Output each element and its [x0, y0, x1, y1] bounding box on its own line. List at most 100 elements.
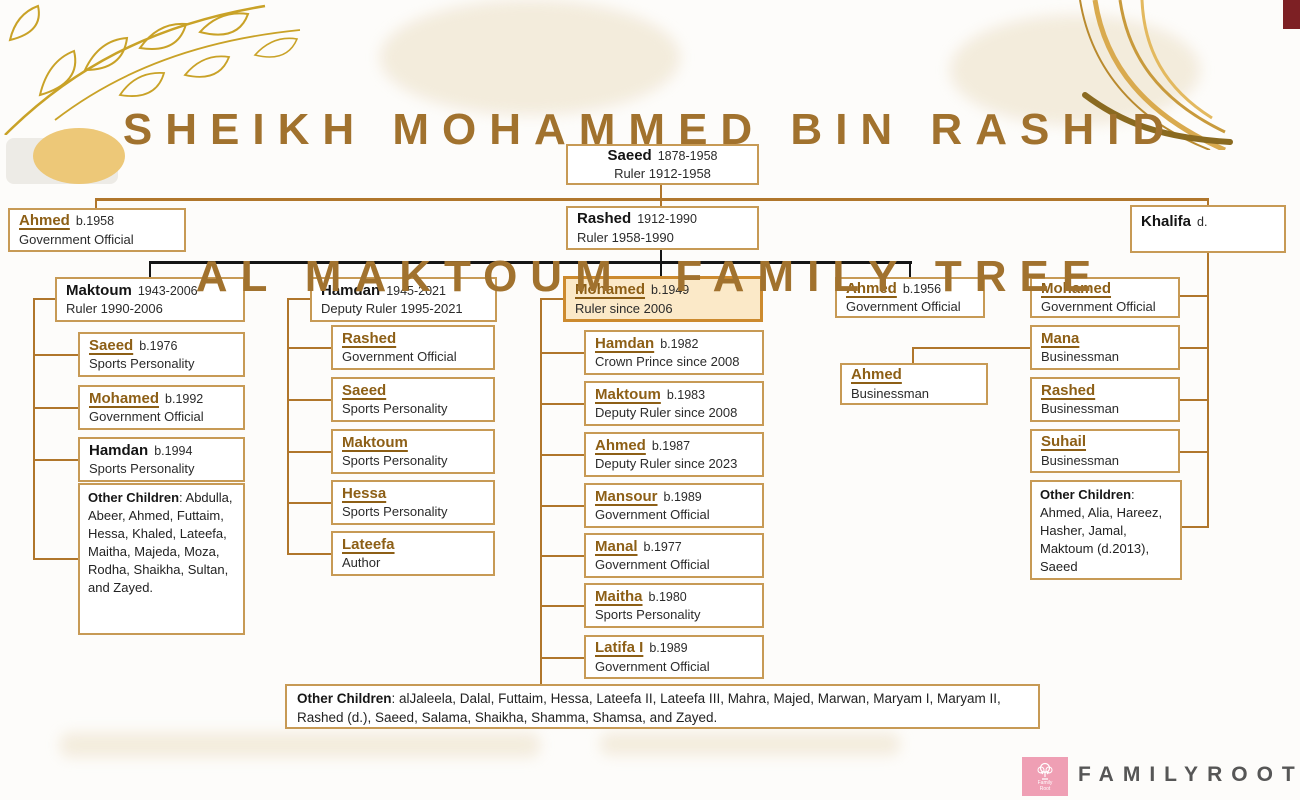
person-role: Government Official — [595, 658, 710, 674]
person-name: Mohamed — [575, 281, 646, 299]
person-name: Hamdan — [89, 441, 149, 459]
background-patch — [950, 15, 1200, 125]
person-dates: d. — [1197, 215, 1208, 229]
person-role: Sports Personality — [89, 461, 195, 477]
person-dates: 1945-2021 — [386, 283, 446, 298]
other-children-list: : Abdulla, Abeer, Ahmed, Futtaim, Hessa,… — [88, 490, 233, 595]
person-name: Saeed — [342, 381, 387, 399]
connector — [660, 261, 662, 278]
person-dates: b.1976 — [139, 338, 178, 353]
connector — [540, 605, 584, 607]
other-children-label: Other Children — [88, 490, 180, 505]
connector — [33, 407, 78, 409]
person-role: Sports Personality — [342, 401, 448, 417]
connector — [149, 261, 151, 278]
person-role: Sports Personality — [595, 607, 701, 623]
background-patch — [60, 733, 540, 757]
person-name: Mansour — [595, 487, 658, 505]
person-dates: b.1977 — [643, 539, 682, 554]
person-name: Ahmed — [851, 366, 902, 384]
person-dates: b.1989 — [649, 641, 688, 656]
node-maktoum-1983: Maktoum b.1983 Deputy Ruler since 2008 — [584, 381, 764, 426]
person-name: Hamdan — [321, 281, 381, 299]
node-mohamed-right: Mohamed Government Official — [1030, 277, 1180, 318]
node-manal-1977: Manal b.1977 Government Official — [584, 533, 764, 578]
person-dates: b.1956 — [902, 281, 942, 296]
person-role: Businessman — [851, 385, 930, 401]
person-dates: 1912-1990 — [637, 212, 697, 227]
connector — [909, 261, 911, 278]
person-name: Mana — [1041, 329, 1080, 347]
node-mansour-1989: Mansour b.1989 Government Official — [584, 483, 764, 528]
title-line-2: AL MAKTOUM FAMILY TREE — [195, 252, 1105, 302]
connector — [33, 298, 56, 300]
node-saeed-1976: Saeed b.1976 Sports Personality — [78, 332, 245, 377]
person-dates: b.1987 — [651, 438, 691, 453]
person-dates: b.1989 — [663, 489, 702, 504]
connector — [540, 555, 584, 557]
node-latifa-1989: Latifa I b.1989 Government Official — [584, 635, 764, 679]
person-role: Ruler 1958-1990 — [577, 229, 674, 245]
connector — [33, 459, 78, 461]
other-children-mohamed-right: Other Children: Ahmed, Alia, Hareez, Has… — [1030, 480, 1182, 580]
person-name: Mohamed — [1041, 279, 1112, 297]
node-hessa-hamdan: Hessa Sports Personality — [331, 480, 495, 525]
person-name: Suhail — [1041, 433, 1087, 451]
person-role: Crown Prince since 2008 — [595, 354, 740, 370]
person-role: Government Official — [595, 507, 710, 523]
person-name: Khalifa — [1141, 213, 1192, 230]
background-patch — [600, 733, 900, 755]
person-name: Ahmed — [846, 279, 897, 297]
connector — [287, 399, 331, 401]
person-name: Maktoum — [342, 433, 408, 451]
person-role: Ruler 1912-1958 — [614, 166, 711, 182]
person-name: Lateefa — [342, 535, 395, 553]
node-rashed-root: Rashed 1912-1990 Ruler 1958-1990 — [566, 206, 759, 250]
connector — [540, 454, 584, 456]
node-mohamed-1949-highlighted: Mohamed b.1949 Ruler since 2006 — [563, 276, 763, 322]
node-ahmed-1987: Ahmed b.1987 Deputy Ruler since 2023 — [584, 432, 764, 477]
connector — [540, 403, 584, 405]
connector — [912, 347, 1030, 349]
connector — [287, 347, 331, 349]
node-rashed-businessman: Rashed Businessman — [1030, 377, 1180, 422]
brand-name: FAMILYROOT — [1078, 763, 1300, 786]
person-role: Deputy Ruler since 2008 — [595, 405, 738, 421]
person-name: Maktoum — [595, 385, 661, 403]
node-hamdan-1945: Hamdan 1945-2021 Deputy Ruler 1995-2021 — [310, 277, 497, 322]
person-role: Businessman — [1041, 349, 1120, 365]
person-dates: b.1982 — [660, 336, 699, 351]
familyroot-logo: Family Root — [1022, 757, 1068, 796]
person-role: Government Official — [19, 231, 134, 247]
connector — [1180, 295, 1209, 297]
connector — [287, 298, 289, 555]
connector — [540, 657, 584, 659]
person-role: Government Official — [342, 349, 457, 365]
person-name: Saeed — [89, 336, 134, 354]
person-dates: b.1949 — [651, 283, 690, 298]
connector — [1180, 451, 1209, 453]
tree-icon — [1037, 762, 1053, 780]
page-title: SHEIKH MOHAMMED BIN RASHID AL MAKTOUM FA… — [0, 6, 1300, 400]
connector — [1180, 399, 1209, 401]
person-role: Businessman — [1041, 401, 1120, 417]
person-role: Ruler since 2006 — [575, 300, 673, 316]
connector — [1180, 526, 1209, 528]
person-role: Government Official — [1041, 299, 1156, 315]
node-maktoum-1943: Maktoum 1943-2006 Ruler 1990-2006 — [55, 277, 245, 322]
person-role: Government Official — [846, 299, 961, 315]
person-role: Author — [342, 555, 381, 571]
connector — [540, 505, 584, 507]
connector — [912, 347, 914, 364]
title-line-1: SHEIKH MOHAMMED BIN RASHID — [122, 104, 1178, 154]
logo-text: Family Root — [1037, 779, 1053, 792]
node-maktoum-hamdan: Maktoum Sports Personality — [331, 429, 495, 474]
person-role: Sports Personality — [89, 356, 195, 372]
person-role: Sports Personality — [342, 453, 448, 469]
person-role: Businessman — [1041, 452, 1120, 468]
person-dates: b.1980 — [648, 589, 687, 604]
connector — [95, 198, 97, 210]
person-dates: b.1958 — [75, 214, 115, 229]
node-ahmed-1958: Ahmed b.1958 Government Official — [8, 208, 186, 252]
other-children-label: Other Children — [1040, 487, 1132, 502]
